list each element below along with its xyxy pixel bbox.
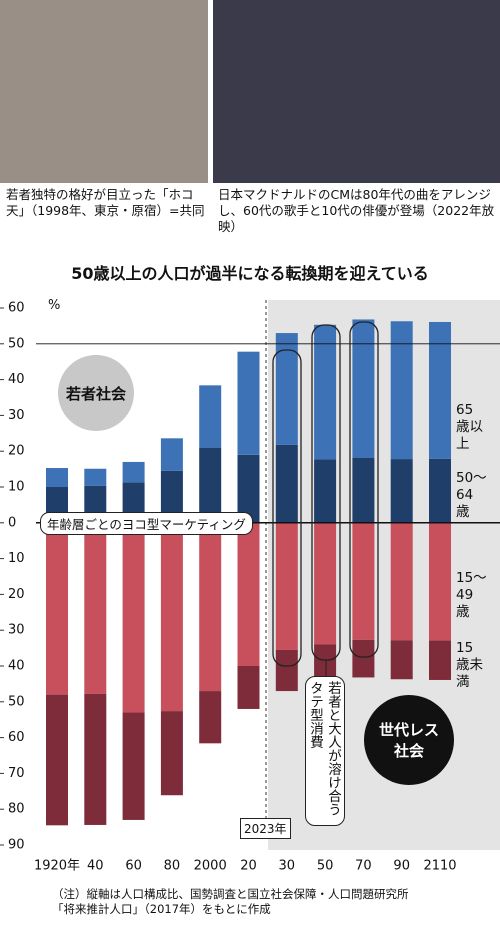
bar	[275, 333, 298, 445]
annotation: 若者社会	[58, 355, 134, 431]
bar	[199, 385, 222, 448]
note: 「将来推計人口」（2017年）をもとに作成	[52, 902, 271, 916]
bar	[84, 693, 107, 825]
bar	[122, 712, 145, 820]
bar	[352, 457, 375, 523]
x-tick-label: 20	[240, 859, 257, 874]
bar	[46, 522, 68, 695]
y-tick-label: 60	[8, 730, 25, 745]
y-tick-label: 40	[8, 659, 25, 674]
bar	[314, 522, 337, 645]
bar	[237, 666, 260, 709]
bar	[275, 649, 298, 692]
y-tick-label: 80	[8, 802, 25, 817]
caption: 若者独特の格好が目立った「ホコ天」（1998年、東京・原宿）=共同	[6, 187, 205, 218]
bar	[46, 468, 68, 487]
x-tick-label: 2110	[423, 859, 456, 874]
bar	[84, 522, 107, 694]
bar	[160, 470, 183, 523]
bar	[160, 522, 183, 712]
photo	[0, 0, 208, 183]
y-tick-label: 90	[8, 838, 25, 853]
bar	[160, 711, 183, 796]
bar	[390, 522, 413, 641]
bar	[352, 639, 375, 678]
bar	[429, 640, 451, 680]
annotation: 若者と大人が溶け合うタテ型消費	[305, 676, 345, 826]
legend-label: 50〜64歳	[456, 470, 487, 520]
bar	[429, 321, 451, 459]
legend-label: 15歳未満	[456, 640, 483, 690]
y-tick-label: 40	[8, 372, 25, 387]
outline	[349, 321, 379, 658]
x-tick-label: 30	[279, 859, 296, 874]
bar	[275, 444, 298, 523]
legend-label: 65歳以上	[456, 402, 483, 452]
annotation: 2023年	[240, 818, 291, 839]
bar	[314, 644, 337, 683]
bar	[314, 324, 337, 460]
annotation: 世代レス社会	[364, 695, 454, 785]
y-tick-label: 0	[8, 515, 16, 530]
x-tick-label: 60	[125, 859, 142, 874]
y-tick-label: 50	[8, 694, 25, 709]
y-tick-label: 50	[8, 336, 25, 351]
annotation: 年齢層ごとのヨコ型マーケティング	[40, 512, 253, 535]
bar	[352, 522, 375, 640]
bar	[390, 640, 413, 680]
outline	[272, 349, 302, 667]
bar	[122, 522, 145, 713]
y-tick-label: 10	[8, 551, 25, 566]
y-tick-label: 20	[8, 587, 25, 602]
axis-unit: %	[48, 298, 61, 313]
bar	[390, 321, 413, 460]
bar	[199, 447, 222, 523]
photo	[213, 0, 500, 183]
y-tick-label: 30	[8, 408, 25, 423]
bar	[237, 454, 260, 523]
bar	[429, 522, 451, 641]
x-tick-label: 2000	[194, 859, 227, 874]
caption: 日本マクドナルドのCMは80年代の曲をアレンジし、60代の歌手と10代の俳優が登…	[218, 187, 495, 234]
chart-title: 50歳以上の人口が過半になる転換期を迎えている	[71, 264, 429, 283]
x-tick-label: 90	[393, 859, 410, 874]
bar	[46, 694, 68, 826]
x-tick-label: 70	[355, 859, 372, 874]
bar	[84, 468, 107, 486]
bar	[314, 459, 337, 523]
bar	[160, 438, 183, 471]
y-tick-label: 20	[8, 444, 25, 459]
legend-label: 15〜49歳	[456, 570, 487, 620]
y-tick-label: 70	[8, 766, 25, 781]
x-tick-label: 1920年	[34, 859, 80, 874]
bar	[122, 461, 145, 483]
bar	[352, 319, 375, 458]
bar	[237, 522, 260, 666]
x-tick-label: 40	[87, 859, 104, 874]
x-tick-label: 80	[164, 859, 181, 874]
bar	[429, 458, 451, 523]
x-tick-label: 50	[317, 859, 334, 874]
y-tick-label: 60	[8, 301, 25, 316]
bar	[237, 351, 260, 455]
y-tick-label: 10	[8, 480, 25, 495]
bar	[390, 459, 413, 523]
bar	[199, 522, 222, 692]
note: （注）縦軸は人口構成比、国勢調査と国立社会保障・人口問題研究所	[52, 887, 409, 901]
bar	[275, 522, 298, 650]
y-tick-label: 30	[8, 623, 25, 638]
bar	[199, 691, 222, 744]
